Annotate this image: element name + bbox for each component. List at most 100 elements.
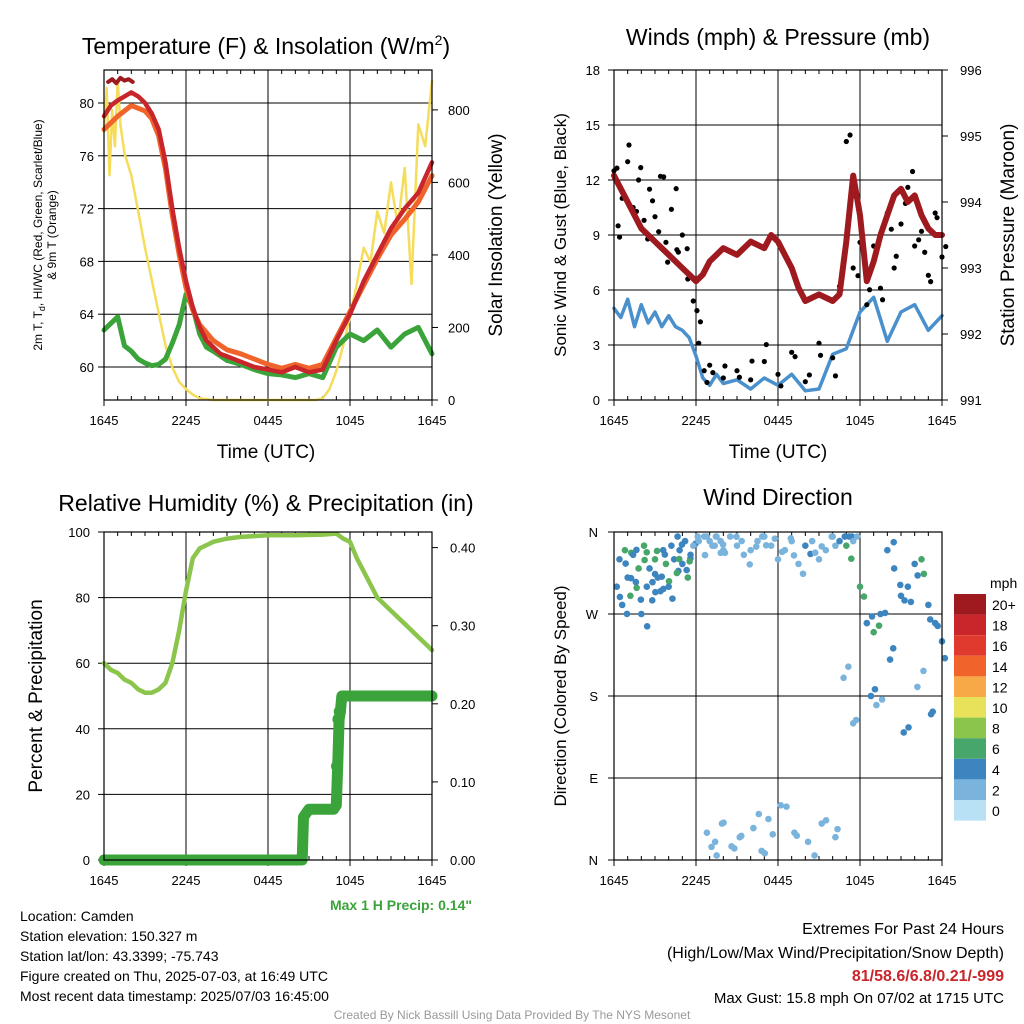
direction-point <box>711 838 719 846</box>
temp-border <box>103 69 433 401</box>
gust-point <box>641 217 647 223</box>
gust-point <box>668 206 675 212</box>
direction-point <box>832 833 839 841</box>
gust-point <box>843 138 849 145</box>
direction-point <box>795 560 802 568</box>
gust-point <box>763 341 769 348</box>
dir-xtick-label: 1645 <box>928 873 957 888</box>
gust-point <box>928 279 934 285</box>
wind-plot: 1645 2245 0445 1045 164503691215189919929939… <box>586 63 982 428</box>
direction-point <box>762 542 770 549</box>
direction-point <box>616 556 623 563</box>
legend-label: 10 <box>992 700 1008 716</box>
wind-xtick-label: 0445 <box>764 413 793 428</box>
temp-2m-line <box>101 90 435 375</box>
dir-xtick-label: 0445 <box>764 873 793 888</box>
gust-point <box>817 352 824 358</box>
direction-point <box>665 577 673 585</box>
gust-point <box>775 371 781 377</box>
gust-point <box>663 239 669 245</box>
dir-panel-title: Wind Direction <box>703 484 853 510</box>
dir-ytick-label: S <box>589 689 598 704</box>
direction-point <box>849 537 857 545</box>
legend-label: 18 <box>992 618 1008 634</box>
direction-point <box>686 557 693 565</box>
legend-label: 12 <box>992 679 1008 695</box>
direction-point <box>695 537 703 545</box>
direction-point <box>711 542 719 550</box>
direction-point <box>683 566 690 574</box>
gust-point <box>864 302 870 308</box>
gust-point <box>675 249 681 255</box>
temp-xtick-label: 1045 <box>336 413 365 428</box>
rh-ytick-label: 40 <box>76 722 90 737</box>
dir-ytick-label: W <box>586 607 599 622</box>
wind-xtick-label: 1045 <box>846 413 875 428</box>
direction-point <box>681 537 689 545</box>
gust-point <box>806 372 812 378</box>
legend-swatch <box>954 614 986 636</box>
direction-point <box>761 533 768 540</box>
direction-point <box>632 578 640 586</box>
rh-xtick-label: 2245 <box>172 873 201 888</box>
wind-ytick-label: 6 <box>593 283 600 298</box>
direction-point <box>731 845 738 852</box>
direction-point <box>897 592 905 600</box>
gust-point <box>684 246 690 252</box>
gust-point <box>802 379 808 385</box>
rh-y2tick-label: 0.20 <box>450 697 475 712</box>
direction-point <box>641 556 648 564</box>
gust-point <box>694 308 700 314</box>
rh-xtick-label: 1045 <box>336 873 365 888</box>
gust-point <box>701 368 707 374</box>
gust-point <box>734 368 740 374</box>
legend-label: 14 <box>992 659 1008 675</box>
direction-point <box>900 729 908 736</box>
speed-legend: 20+ 18 16 14 12 10 8 6 4 2 0 <box>954 594 1016 821</box>
direction-point <box>822 817 830 824</box>
direction-point <box>643 548 651 556</box>
direction-point <box>881 609 889 617</box>
dir-xtick-label: 1045 <box>846 873 875 888</box>
max-precip-label: Max 1 H Precip: 0.14" <box>330 897 472 913</box>
direction-point <box>878 696 886 703</box>
direction-point <box>840 674 847 682</box>
gust-point <box>792 354 798 360</box>
gust-point <box>649 198 656 204</box>
direction-point <box>652 588 659 596</box>
wind-y2tick-label: 992 <box>960 327 982 342</box>
legend-swatch <box>954 697 986 718</box>
wind-border <box>613 69 943 401</box>
legend-label: 20+ <box>992 597 1016 613</box>
direction-point <box>755 810 763 818</box>
direction-point <box>726 533 734 540</box>
direction-point <box>926 616 934 623</box>
direction-point <box>911 560 918 568</box>
gust-point <box>847 132 853 138</box>
sonic-wind-line <box>612 295 944 393</box>
direction-point <box>633 546 640 554</box>
direction-point <box>808 537 816 545</box>
direction-point <box>752 543 760 550</box>
direction-point <box>907 598 915 606</box>
direction-point <box>637 596 645 604</box>
temp-ytick-label: 64 <box>80 307 94 322</box>
rh-border <box>103 531 433 861</box>
gust-point <box>943 243 949 250</box>
direction-point <box>868 613 876 620</box>
gust-point <box>816 340 822 346</box>
direction-point <box>769 831 777 838</box>
temp-plot: 1645 2245 0445 1045 164560646872768002004006… <box>80 69 470 428</box>
direction-point <box>783 803 790 810</box>
wind-y2tick-label: 991 <box>960 393 982 408</box>
temp-ylabel-line2: & 9m T (Orange) <box>45 190 59 280</box>
direction-point <box>662 560 670 568</box>
direction-point <box>738 537 745 545</box>
direction-point <box>635 565 642 572</box>
dir-ytick-label: E <box>589 771 598 786</box>
gust-point <box>636 177 642 183</box>
gust-point <box>679 232 685 238</box>
direction-point <box>721 549 729 557</box>
gust-point <box>879 297 886 303</box>
